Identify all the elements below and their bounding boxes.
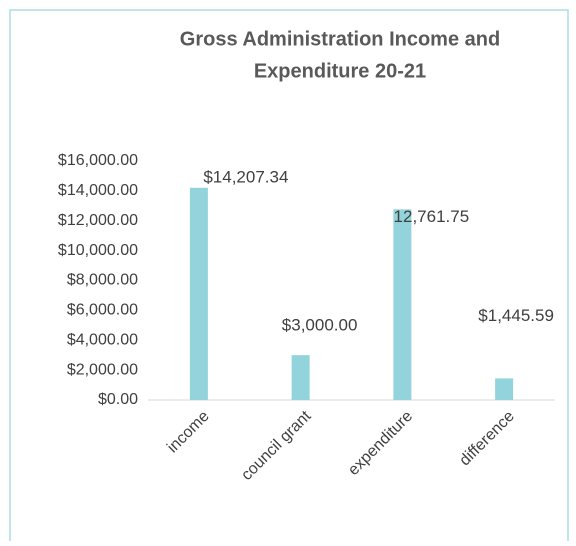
chart-title: Expenditure 20-21 xyxy=(254,60,426,82)
bar xyxy=(393,209,412,400)
x-tick-label: expenditure xyxy=(345,408,416,479)
y-tick-label: $2,000.00 xyxy=(67,361,138,378)
y-tick-label: $12,000.00 xyxy=(58,212,138,229)
bar xyxy=(189,187,208,400)
x-tick-label: income xyxy=(164,408,213,457)
value-label: $3,000.00 xyxy=(282,316,358,335)
y-tick-label: $8,000.00 xyxy=(67,272,138,289)
x-tick-label: difference xyxy=(456,408,518,470)
y-tick-label: $0.00 xyxy=(98,391,138,408)
value-label: $1,445.59 xyxy=(478,306,554,325)
x-tick-label: council grant xyxy=(238,407,315,484)
y-tick-label: $6,000.00 xyxy=(67,302,138,319)
chart-border xyxy=(9,9,569,541)
y-tick-label: $4,000.00 xyxy=(67,331,138,348)
chart-title: Gross Administration Income and xyxy=(180,28,500,50)
y-tick-label: $16,000.00 xyxy=(58,152,138,169)
value-label: 12,761.75 xyxy=(394,207,470,226)
y-tick-label: $14,000.00 xyxy=(58,182,138,199)
bar xyxy=(291,355,310,400)
y-tick-label: $10,000.00 xyxy=(58,242,138,259)
bar xyxy=(495,378,514,400)
value-label: $14,207.34 xyxy=(203,167,288,186)
